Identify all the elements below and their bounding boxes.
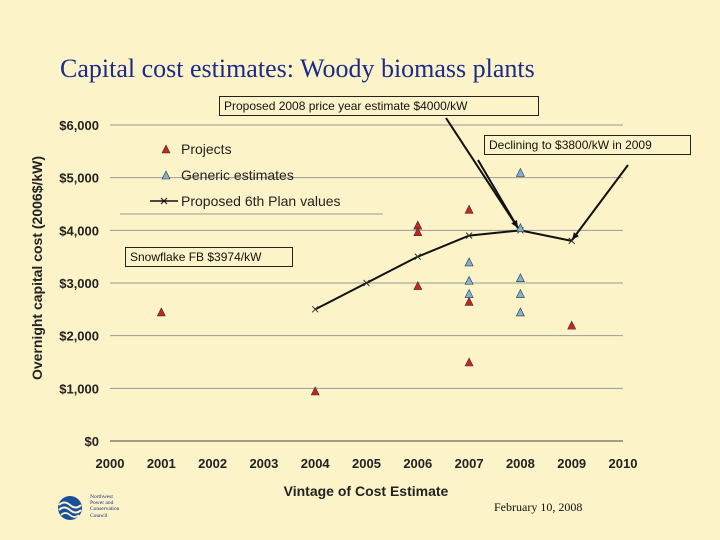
plan-point (311, 305, 319, 313)
slide-title: Capital cost estimates: Woody biomass pl… (60, 54, 535, 83)
y-tick-label: $1,000 (59, 381, 99, 396)
generic-point (464, 275, 474, 285)
footer-date: February 10, 2008 (494, 500, 583, 514)
x-tick-label: 2010 (609, 456, 638, 471)
generic-point (515, 288, 525, 298)
project-point (413, 227, 423, 237)
x-tick-label: 2005 (352, 456, 381, 471)
y-axis-title: Overnight capital cost (2006$/kW) (29, 156, 45, 380)
y-tick-label: $5,000 (59, 171, 99, 186)
logo-line: Conservation (90, 506, 120, 513)
plan-point (414, 253, 422, 261)
logo-line: Power and (90, 500, 114, 507)
legend-swatch (161, 144, 171, 154)
project-point (464, 296, 474, 306)
logo-line: Council (90, 512, 108, 519)
x-tick-label: 2009 (557, 456, 586, 471)
generic-point (464, 288, 474, 298)
arrowhead (572, 232, 579, 240)
x-tick-label: 2001 (147, 456, 176, 471)
legend-label: Proposed 6th Plan values (181, 193, 341, 209)
legend-marker (160, 197, 168, 205)
callout-arrow (477, 159, 519, 229)
x-tick-label: 2006 (403, 456, 432, 471)
generic-point (515, 307, 525, 317)
x-tick-label: 2000 (96, 456, 125, 471)
logo-line: Northwest (90, 494, 113, 500)
x-tick-label: 2003 (249, 456, 278, 471)
x-tick-label: 2008 (506, 456, 535, 471)
x-tick-label: 2007 (455, 456, 484, 471)
project-point (156, 307, 166, 317)
project-point (413, 280, 423, 290)
project-point (464, 357, 474, 367)
y-tick-label: $4,000 (59, 223, 99, 238)
y-tick-label: $3,000 (59, 276, 99, 291)
wave-logo-icon (58, 496, 82, 520)
generic-point (515, 273, 525, 283)
callout-snowflake: Snowflake FB $3974/kW (125, 247, 293, 267)
x-tick-label: 2002 (198, 456, 227, 471)
plan-line (314, 229, 572, 311)
legend-swatch (161, 170, 171, 180)
project-point (567, 320, 577, 330)
project-point (464, 204, 474, 214)
project-point (310, 386, 320, 396)
y-tick-label: $6,000 (59, 118, 99, 133)
x-axis-title: Vintage of Cost Estimate (284, 483, 449, 499)
plan-point (465, 232, 473, 239)
arrowhead (511, 220, 518, 228)
council-logo: Northwest Power and Conservation Council (52, 494, 144, 522)
generic-point (515, 167, 525, 177)
callout-arrow (571, 164, 629, 241)
generic-point (464, 257, 474, 267)
callout-2008-estimate: Proposed 2008 price year estimate $4000/… (219, 96, 539, 116)
x-tick-label: 2004 (301, 456, 331, 471)
callout-2009-decline: Declining to $3800/kW in 2009 (484, 135, 691, 155)
y-tick-label: $0 (85, 434, 99, 449)
legend-label: Projects (181, 141, 232, 157)
y-tick-label: $2,000 (59, 329, 99, 344)
callout-arrow (445, 117, 519, 229)
legend-label: Generic estimates (181, 167, 294, 183)
logo-text: Northwest Power and Conservation Council (90, 494, 119, 519)
plan-point (363, 279, 370, 287)
